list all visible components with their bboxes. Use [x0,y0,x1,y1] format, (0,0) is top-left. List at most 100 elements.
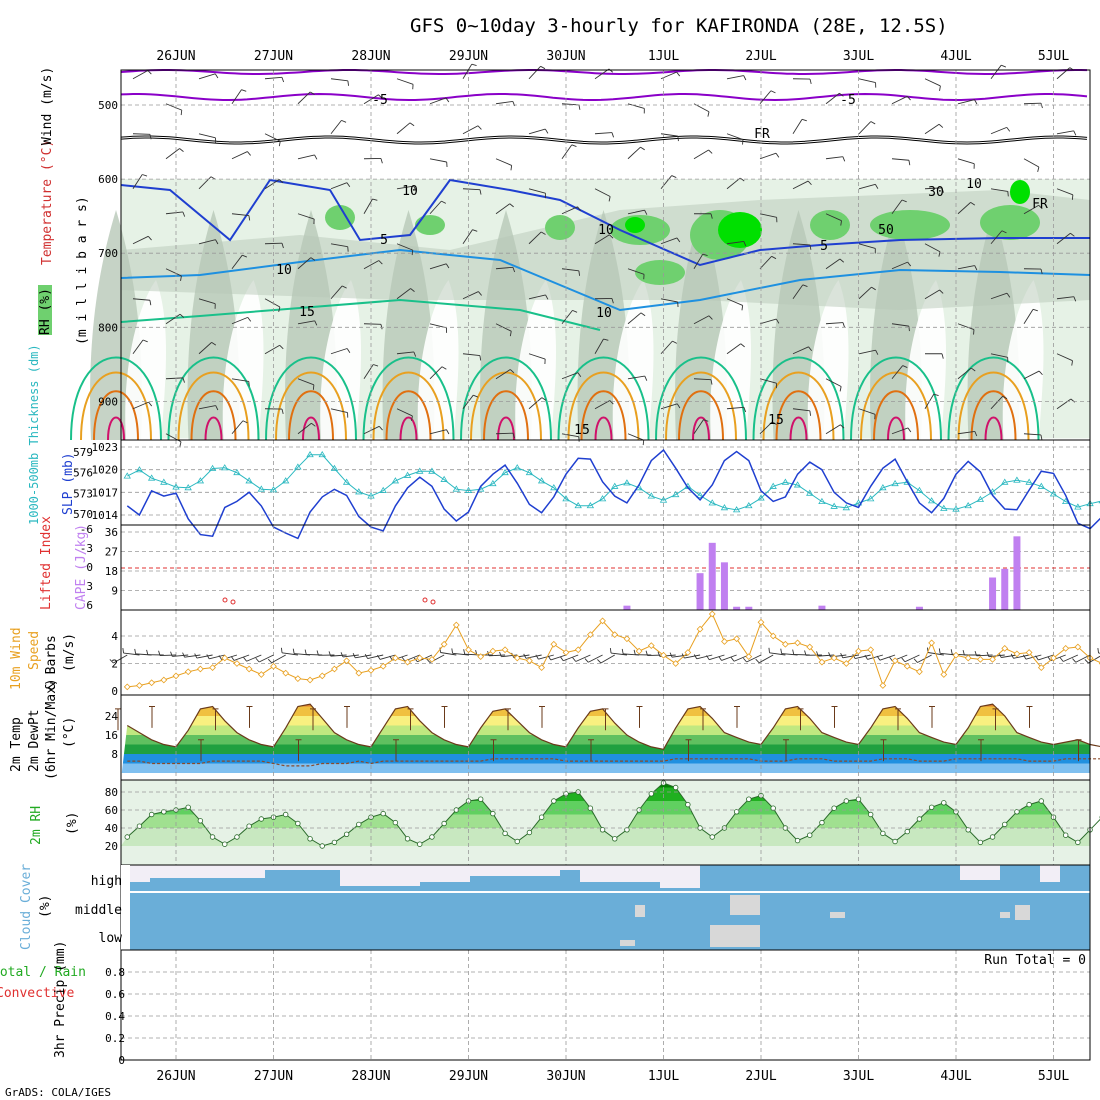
upper-wind-barb [528,397,543,410]
rh2m-point [380,810,386,817]
thickness-point [416,467,424,474]
high-cloud-gap [560,865,580,870]
upper-wind-barb-flag [147,70,152,75]
upper-wind-barb-flag [248,381,250,387]
upper-wind-barb [429,200,442,215]
upper-wind-barb [990,292,1008,300]
thickness-point [647,492,656,499]
wind10-speed-point [270,662,277,670]
rh2m-tick-label: 80 [105,786,118,799]
thickness-point [1001,478,1009,485]
wind10-speed-point [794,639,801,647]
upper-wind-barb [957,202,971,215]
wind10-speed-point [1037,664,1045,672]
upper-wind-barb [891,95,908,105]
wind10-speed-line [127,613,1100,688]
upper-wind-barb [594,132,612,135]
upper-wind-barb [330,408,348,414]
upper-wind-barb [330,243,348,248]
upper-wind-barb-flag [1038,204,1043,210]
wind10-barb [563,654,579,662]
wind10-barb-flag [645,650,648,656]
wind10-speed-point [989,655,996,663]
upper-wind-barb-flag [247,151,251,156]
wind10-speed-point [245,665,253,673]
upper-wind-barb [660,340,673,355]
upper-wind-barb [1056,188,1074,196]
wind10-tick-label: 4 [111,630,118,643]
upper-wind-barb-flag [1040,268,1043,275]
upper-wind-barb-flag [572,309,578,313]
temp-contour-20c-loop [80,371,152,441]
temp-contour-30c-loop [107,416,125,441]
upper-wind-barb [627,433,644,441]
wind10-barb-flag [1072,658,1077,663]
upper-wind-barb-flag [1071,194,1074,200]
slp-tick-label: 1020 [92,464,119,477]
cape-bar [1001,568,1009,610]
thickness-point [196,477,205,484]
wind10-speed-point [745,653,753,661]
upper-wind-barb [825,156,843,160]
wind10-barb [879,654,896,661]
high-cloud-gap [470,865,560,876]
upper-wind-barb [726,298,743,306]
temp-band [121,754,1090,764]
upper-wind-barb-flag [540,231,546,235]
wind10-barb-flag [1035,655,1039,661]
cloud-cover-panel: high middle low [75,864,1091,951]
rh2m-point [916,816,923,822]
rh2m-point [404,836,411,842]
upper-wind-barb-flag [640,312,646,317]
upper-wind-barb-flag [809,244,812,250]
upper-wind-barb-flag [577,372,582,377]
upper-wind-barb-flag [314,320,318,326]
dewpoint-line [127,758,1100,767]
upper-wind-barb [132,339,144,355]
wind10-speed-point [1001,644,1009,652]
high-cloud-gap [150,865,265,878]
upper-wind-barb [396,243,413,251]
upper-wind-barb [462,291,479,300]
wind10-barb [842,654,859,659]
wind10-barb [976,654,993,657]
thickness-point [732,506,741,513]
upper-wind-barb-flag [314,154,318,160]
rh2m-point [685,801,691,808]
rh2m-point [794,837,801,844]
upper-wind-barb-flag [672,340,678,344]
temp-contour-25c-loop [190,390,237,441]
upper-wind-barb-flag [644,375,648,381]
upper-wind-barb [759,318,777,325]
temperature-axis-label: Temperature (°C) [40,140,55,265]
contour-label: 5 [380,233,388,248]
wind10-barb-flag [206,654,210,660]
contour-label: 5 [820,239,828,254]
thickness-point [550,484,558,491]
upper-wind-barb [297,378,315,386]
rh2m-point [185,804,191,810]
wind10-barb [113,654,128,664]
upper-wind-barb [297,320,315,325]
thickness-point [172,483,180,490]
upper-wind-barb [858,121,872,135]
upper-wind-barb [957,367,972,380]
wind10-speed-point [733,635,741,643]
wind10-speed-point [526,657,533,665]
upper-wind-barb [264,344,280,355]
wind10-barb-flag [657,651,661,657]
upper-wind-barb [132,235,149,245]
wind10-speed-point [903,662,911,670]
wind10-barb [379,654,396,660]
lifted-index-tick-label: -6 [80,523,93,536]
upper-wind-barb-flag [477,125,482,130]
wind10-speed-point [781,640,789,648]
upper-wind-barb [858,183,876,190]
high-cloud-gap [960,865,1000,880]
upper-wind-barb [924,123,940,135]
wind10-barb-flag [1010,653,1014,659]
temp-contour-30c-loop [594,416,613,441]
upper-wind-barb-flag [540,65,546,70]
thickness-point [830,502,838,509]
upper-wind-barb [528,231,542,245]
